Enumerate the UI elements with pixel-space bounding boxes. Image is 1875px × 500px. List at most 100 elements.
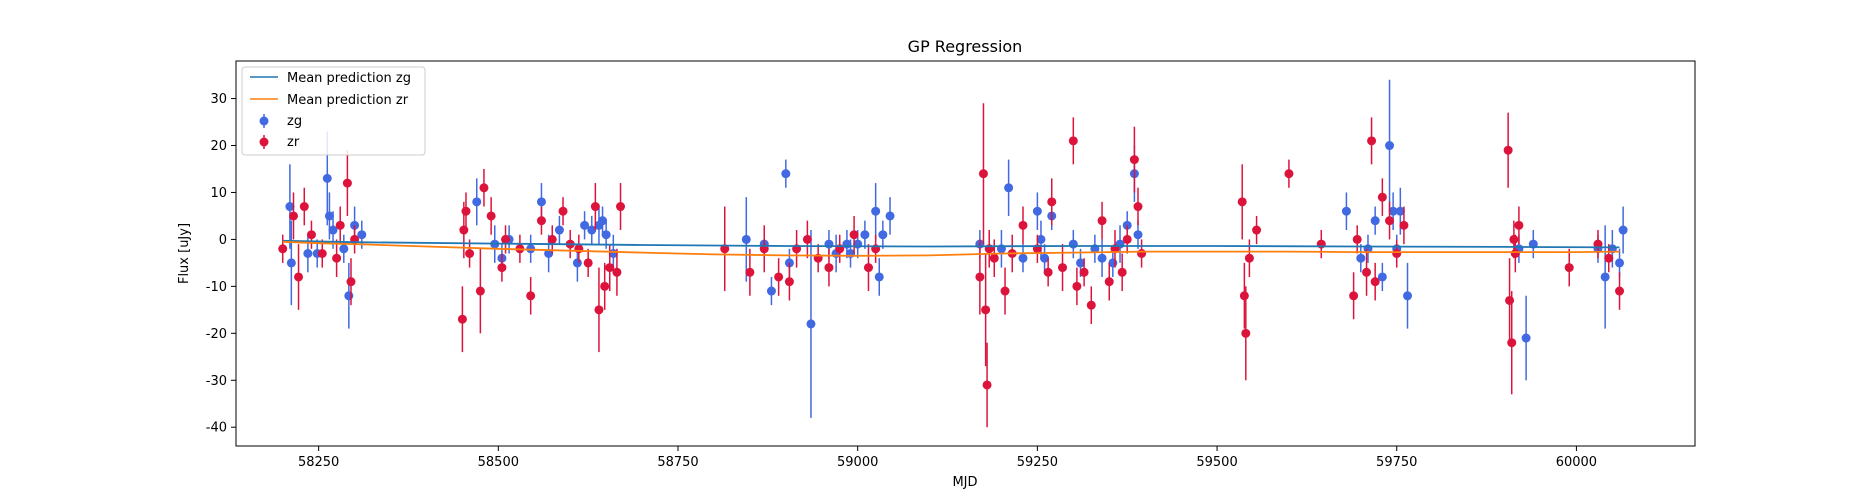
x-tick-label: 58250 bbox=[298, 455, 339, 470]
point-zr bbox=[989, 253, 999, 263]
point-zg bbox=[322, 173, 332, 183]
legend-label-mean-zr: Mean prediction zr bbox=[287, 93, 409, 108]
point-zg bbox=[324, 211, 334, 221]
point-zg bbox=[554, 225, 564, 235]
point-zr bbox=[1239, 291, 1249, 301]
point-zg bbox=[874, 272, 884, 282]
point-zr bbox=[332, 253, 342, 263]
point-zr bbox=[1370, 277, 1380, 287]
y-axis: -40 -30 -20 -10 0 10 20 30 bbox=[206, 92, 236, 436]
point-zg bbox=[1075, 258, 1085, 268]
legend-swatch-zr bbox=[259, 135, 269, 149]
point-zr bbox=[1047, 197, 1057, 207]
point-zg bbox=[1040, 253, 1050, 263]
point-zr bbox=[590, 202, 600, 212]
point-zr bbox=[294, 272, 304, 282]
point-zr bbox=[605, 263, 615, 273]
legend: Mean prediction zg Mean prediction zr zg… bbox=[241, 66, 426, 156]
point-zg bbox=[1018, 253, 1028, 263]
point-zr bbox=[1068, 136, 1078, 146]
point-zg bbox=[1618, 225, 1628, 235]
plot-background bbox=[236, 61, 1695, 446]
point-zg bbox=[286, 258, 296, 268]
point-zg bbox=[1097, 253, 1107, 263]
point-zr bbox=[583, 258, 593, 268]
point-zr bbox=[1043, 267, 1053, 277]
point-zr bbox=[745, 267, 755, 277]
point-zr bbox=[1510, 249, 1520, 258]
x-tick-label: 59750 bbox=[1376, 455, 1417, 470]
point-zg bbox=[1395, 206, 1405, 216]
point-zr bbox=[863, 263, 873, 273]
legend-label-zr: zr bbox=[287, 135, 300, 150]
point-zg bbox=[598, 216, 608, 226]
point-zr bbox=[278, 244, 288, 254]
point-zr bbox=[459, 225, 469, 235]
series-zr bbox=[278, 103, 1625, 428]
point-zg bbox=[572, 258, 582, 268]
point-zr bbox=[1615, 286, 1625, 296]
point-zr bbox=[1237, 197, 1247, 207]
chart-title: GP Regression bbox=[908, 37, 1023, 56]
point-zg bbox=[1370, 216, 1380, 226]
y-tick-label: -20 bbox=[206, 327, 227, 342]
point-zr bbox=[342, 178, 352, 188]
point-zr bbox=[501, 234, 511, 244]
x-tick-label: 58750 bbox=[657, 455, 698, 470]
x-axis-label: MJD bbox=[952, 475, 977, 490]
point-zr bbox=[475, 286, 485, 296]
x-tick-label: 59500 bbox=[1196, 455, 1237, 470]
point-zr bbox=[1352, 234, 1362, 244]
point-zr bbox=[1399, 220, 1409, 230]
point-zr bbox=[982, 380, 992, 390]
legend-label-zg: zg bbox=[287, 114, 302, 129]
point-zr bbox=[1604, 253, 1614, 263]
point-zr bbox=[978, 169, 988, 179]
point-zr bbox=[1072, 281, 1082, 291]
point-zg bbox=[339, 244, 349, 254]
point-zr bbox=[1252, 225, 1262, 235]
line-layer bbox=[282, 239, 1620, 257]
point-zg bbox=[285, 202, 295, 212]
point-zg bbox=[536, 197, 546, 207]
point-zg bbox=[1356, 253, 1366, 263]
point-zg bbox=[1133, 230, 1143, 240]
y-axis-label: Flux [uJy] bbox=[177, 223, 192, 284]
point-zr bbox=[497, 263, 507, 273]
point-zg bbox=[741, 234, 751, 244]
point-zg bbox=[580, 220, 590, 230]
point-zr bbox=[457, 314, 467, 324]
point-zr bbox=[784, 277, 794, 287]
y-tick-label: 20 bbox=[210, 139, 227, 154]
point-zg bbox=[1600, 272, 1610, 282]
x-tick-label: 59250 bbox=[1017, 455, 1058, 470]
legend-box bbox=[241, 66, 426, 156]
point-zr bbox=[1000, 286, 1010, 296]
point-zr bbox=[547, 234, 557, 244]
point-zr bbox=[1241, 328, 1251, 338]
point-zr bbox=[1385, 216, 1395, 226]
point-zg bbox=[878, 230, 888, 240]
point-zr bbox=[1097, 216, 1107, 226]
point-zr bbox=[1122, 234, 1132, 244]
plot-frame bbox=[235, 60, 1696, 447]
y-tick-label: 30 bbox=[210, 92, 227, 107]
point-zr bbox=[335, 220, 345, 230]
point-zg bbox=[806, 319, 816, 329]
point-zr bbox=[526, 291, 536, 301]
point-zr bbox=[1564, 263, 1574, 273]
point-zr bbox=[849, 230, 859, 240]
point-zr bbox=[486, 211, 496, 221]
point-zr bbox=[1593, 239, 1603, 249]
point-zr bbox=[1058, 263, 1068, 273]
point-zr bbox=[1284, 169, 1294, 179]
point-zg bbox=[1036, 234, 1046, 244]
point-zr bbox=[1018, 220, 1028, 230]
point-zr bbox=[1244, 253, 1254, 263]
point-zg bbox=[1521, 333, 1531, 343]
point-zg bbox=[328, 225, 338, 235]
point-zr bbox=[720, 244, 730, 254]
point-zr bbox=[616, 202, 626, 212]
y-tick-label: -30 bbox=[206, 374, 227, 389]
